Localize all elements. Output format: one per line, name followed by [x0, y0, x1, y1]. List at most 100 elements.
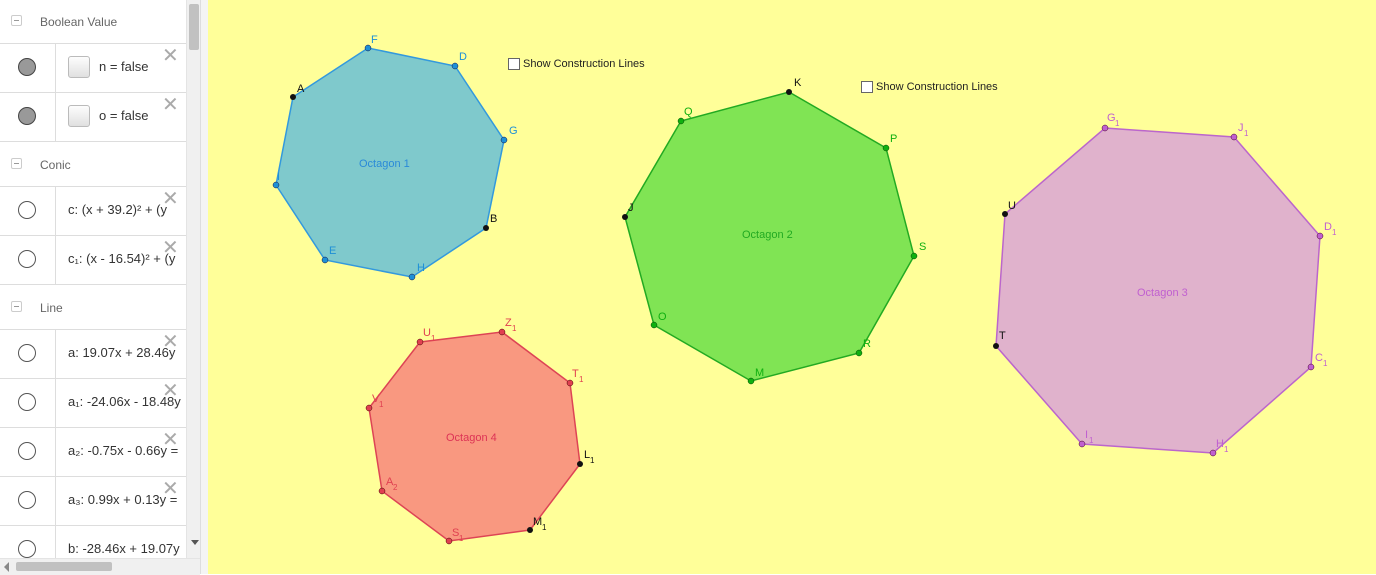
point-label: R	[863, 338, 871, 350]
point-label: T	[572, 368, 579, 380]
algebra-text[interactable]: a₁: -24.06x - 18.48y	[68, 394, 181, 409]
algebra-row-o[interactable]: o = false ✕	[0, 93, 186, 142]
svg-text:1: 1	[1332, 228, 1337, 237]
boolean-checkbox-n[interactable]	[68, 56, 90, 78]
svg-text:1: 1	[431, 334, 436, 343]
point-label: C	[1315, 352, 1323, 364]
point-label: J	[628, 202, 634, 214]
algebra-text[interactable]: a₃: 0.99x + 0.13y =	[68, 492, 178, 507]
section-header-line[interactable]: Line	[0, 286, 186, 330]
scroll-down-arrow-icon[interactable]	[191, 540, 199, 545]
section-header-conic[interactable]: Conic	[0, 143, 186, 187]
algebra-row-c1[interactable]: c₁: (x - 16.54)² + (y ✕	[0, 236, 186, 285]
algebra-row-c[interactable]: c: (x + 39.2)² + (y ✕	[0, 187, 186, 236]
delete-icon[interactable]: ✕	[162, 429, 179, 451]
collapse-toggle-icon[interactable]	[11, 301, 22, 312]
show-construction-lines-checkbox-1[interactable]: Show Construction Lines	[508, 58, 645, 70]
algebra-row-a1[interactable]: a₁: -24.06x - 18.48y ✕	[0, 379, 186, 428]
visibility-toggle[interactable]	[18, 442, 36, 460]
view-divider[interactable]	[200, 0, 209, 574]
algebra-text[interactable]: o = false	[99, 108, 149, 123]
boolean-checkbox-o[interactable]	[68, 105, 90, 127]
show-construction-lines-checkbox-2[interactable]: Show Construction Lines	[861, 81, 998, 93]
visibility-toggle[interactable]	[18, 344, 36, 362]
marble-cell	[0, 44, 56, 92]
point-label: M	[755, 367, 764, 379]
algebra-horizontal-scrollbar[interactable]	[0, 558, 200, 575]
algebra-row-a[interactable]: a: 19.07x + 28.46y ✕	[0, 330, 186, 379]
checkbox-label[interactable]: Show Construction Lines	[876, 81, 998, 93]
point-label: K	[794, 77, 802, 89]
marble-cell	[0, 526, 56, 574]
section-label: Conic	[40, 158, 71, 172]
collapse-toggle-icon[interactable]	[11, 158, 22, 169]
octagon-4-label: Octagon 4	[446, 432, 497, 444]
marble-cell	[0, 428, 56, 476]
point-label: H	[1216, 438, 1224, 450]
delete-icon[interactable]: ✕	[162, 45, 179, 67]
delete-icon[interactable]: ✕	[162, 331, 179, 353]
delete-icon[interactable]: ✕	[162, 94, 179, 116]
point-label: U	[1008, 200, 1016, 212]
checkbox-box[interactable]	[508, 58, 520, 70]
point-label: G	[509, 125, 518, 137]
algebra-view: Boolean Value n = false ✕ o = false ✕ Co…	[0, 0, 186, 574]
octagon-2-label: Octagon 2	[742, 229, 793, 241]
checkbox-label[interactable]: Show Construction Lines	[523, 58, 645, 70]
point-label: A	[386, 476, 394, 488]
point-label: E	[329, 245, 336, 257]
delete-icon[interactable]: ✕	[162, 380, 179, 402]
visibility-toggle[interactable]	[18, 58, 36, 76]
section-header-boolean[interactable]: Boolean Value	[0, 0, 186, 44]
scrollbar-thumb[interactable]	[189, 4, 199, 50]
algebra-text[interactable]: b: -28.46x + 19.07y	[68, 541, 180, 556]
visibility-toggle[interactable]	[18, 201, 36, 219]
algebra-vertical-scrollbar[interactable]	[186, 0, 201, 558]
svg-text:1: 1	[579, 375, 584, 384]
graphics-canvas[interactable]: Octagon 1 A F D G B H E I Octagon 2 K P …	[208, 0, 1376, 574]
collapse-toggle-icon[interactable]	[11, 15, 22, 26]
graphics-view[interactable]: Octagon 1 A F D G B H E I Octagon 2 K P …	[208, 0, 1376, 574]
scroll-left-arrow-icon[interactable]	[4, 562, 9, 572]
point-label: V	[372, 393, 380, 405]
algebra-row-n[interactable]: n = false ✕	[0, 44, 186, 93]
svg-text:1: 1	[1323, 359, 1328, 368]
algebra-text[interactable]: a: 19.07x + 28.46y	[68, 345, 176, 360]
algebra-text[interactable]: c₁: (x - 16.54)² + (y	[68, 251, 176, 266]
scrollbar-thumb[interactable]	[16, 562, 112, 571]
marble-cell	[0, 93, 56, 141]
delete-icon[interactable]: ✕	[162, 237, 179, 259]
point-label: O	[658, 311, 667, 323]
point-label: S	[452, 527, 459, 539]
svg-text:1: 1	[542, 523, 547, 532]
point-label: B	[490, 213, 497, 225]
visibility-toggle[interactable]	[18, 491, 36, 509]
algebra-text[interactable]: c: (x + 39.2)² + (y	[68, 202, 167, 217]
point-label: D	[1324, 221, 1332, 233]
delete-icon[interactable]: ✕	[162, 478, 179, 500]
point-label: U	[423, 327, 431, 339]
visibility-toggle[interactable]	[18, 393, 36, 411]
algebra-row-a3[interactable]: a₃: 0.99x + 0.13y = ✕	[0, 477, 186, 526]
octagon-1[interactable]: Octagon 1 A F D G B H E I	[272, 34, 518, 281]
point-label: H	[417, 262, 425, 274]
delete-icon[interactable]: ✕	[162, 188, 179, 210]
marble-cell	[0, 477, 56, 525]
checkbox-box[interactable]	[861, 81, 873, 93]
section-label: Line	[40, 301, 63, 315]
svg-text:1: 1	[1089, 436, 1094, 445]
point-label: Q	[684, 106, 693, 118]
algebra-text[interactable]: n = false	[99, 59, 149, 74]
point-label: T	[999, 330, 1006, 342]
visibility-toggle[interactable]	[18, 250, 36, 268]
point-label: A	[297, 83, 305, 95]
svg-text:1: 1	[1244, 129, 1249, 138]
octagon-2[interactable]: Octagon 2 K P S R M O J Q	[622, 77, 926, 385]
visibility-toggle[interactable]	[18, 540, 36, 558]
algebra-text[interactable]: a₂: -0.75x - 0.66y =	[68, 443, 179, 458]
algebra-row-a2[interactable]: a₂: -0.75x - 0.66y = ✕	[0, 428, 186, 477]
point-label: S	[919, 241, 926, 253]
visibility-toggle[interactable]	[18, 107, 36, 125]
